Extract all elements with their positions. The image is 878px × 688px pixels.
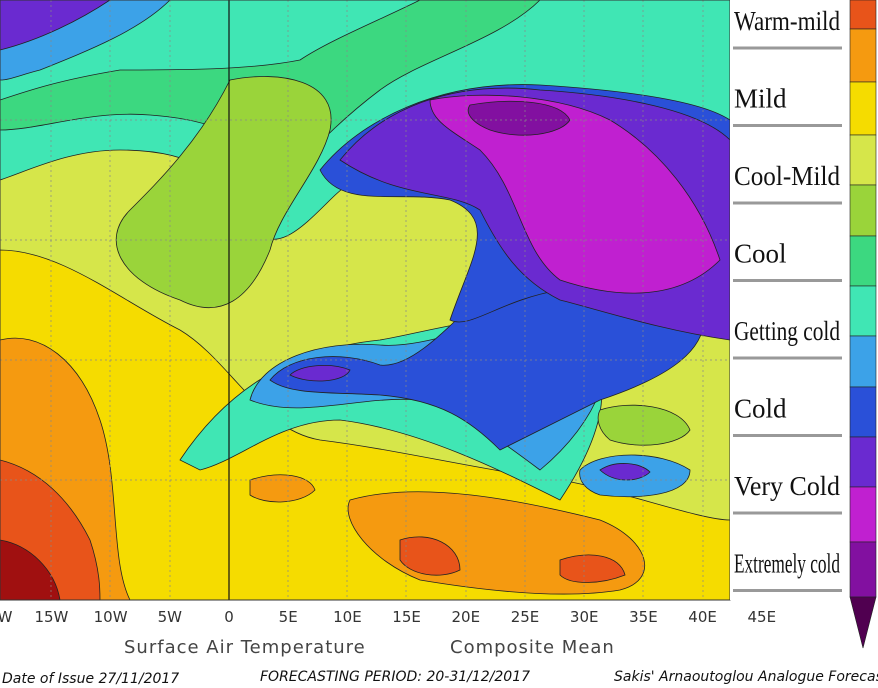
contour-red-egypt xyxy=(559,554,626,583)
legend-label: Extremely cold xyxy=(734,549,840,579)
color-swatch xyxy=(849,486,877,543)
contour-alps xyxy=(289,365,351,382)
contour-very-cold-east xyxy=(599,463,651,481)
legend-label: Cool xyxy=(734,239,787,269)
footer-issue: Date of Issue 27/11/2017 xyxy=(2,671,179,687)
graticule xyxy=(0,0,730,600)
caption-statistic: Composite Mean xyxy=(450,637,615,658)
color-swatch xyxy=(849,28,877,83)
longitude-label: 10W xyxy=(94,608,128,626)
color-swatch xyxy=(849,235,877,287)
legend-label: Mild xyxy=(734,84,787,114)
legend-label: Cool-Mild xyxy=(734,161,840,191)
legend-panel: Warm-mild Mild Cool-Mild Cool Getting cold Co… xyxy=(730,0,848,600)
legend-label: Cold xyxy=(734,394,787,424)
longitude-labels: W 15W 10W 5W 0 5E 10E 15E 20E 25E 30E 35E 40E 45E xyxy=(0,608,776,626)
color-swatch xyxy=(849,0,877,30)
contour-green-east xyxy=(597,404,691,446)
longitude-label: 0 xyxy=(224,608,234,626)
longitude-label: 45E xyxy=(748,608,777,626)
color-swatch xyxy=(849,386,877,438)
longitude-label: 25E xyxy=(511,608,540,626)
longitude-label: 10E xyxy=(333,608,362,626)
contour-extreme-magenta xyxy=(429,94,721,294)
longitude-label: 20E xyxy=(452,608,481,626)
legend-label: Very Cold xyxy=(734,471,840,501)
longitude-label: 40E xyxy=(688,608,717,626)
contour-purple-nw xyxy=(0,0,111,51)
longitude-label: 5E xyxy=(279,608,298,626)
color-swatch xyxy=(849,436,877,488)
longitude-label: 5W xyxy=(158,608,183,626)
legend-label: Warm-mild xyxy=(734,6,840,36)
color-swatch xyxy=(849,285,877,337)
longitude-label: 30E xyxy=(570,608,599,626)
color-swatch xyxy=(849,541,877,598)
footer-period: FORECASTING PERIOD: 20-31/12/2017 xyxy=(260,669,530,685)
contour-red-libya xyxy=(399,536,461,576)
color-swatch xyxy=(849,81,877,136)
caption-variable: Surface Air Temperature xyxy=(124,637,366,658)
color-arrow xyxy=(849,596,877,649)
temperature-map xyxy=(0,0,730,600)
color-swatch xyxy=(849,184,877,237)
legend-label: Getting cold xyxy=(734,316,840,346)
contour-extreme-core xyxy=(467,100,571,136)
longitude-label: W xyxy=(0,608,13,626)
color-bar xyxy=(849,0,877,649)
contour-orange-algeria xyxy=(249,474,316,503)
legend-background xyxy=(730,0,848,600)
color-swatch xyxy=(849,335,877,388)
footer-source: Sakis' Arnaoutoglou Analogue Forecast xyxy=(614,669,878,685)
longitude-label: 15W xyxy=(34,608,68,626)
color-swatch xyxy=(849,134,877,186)
longitude-label: 35E xyxy=(629,608,658,626)
longitude-label: 15E xyxy=(392,608,421,626)
